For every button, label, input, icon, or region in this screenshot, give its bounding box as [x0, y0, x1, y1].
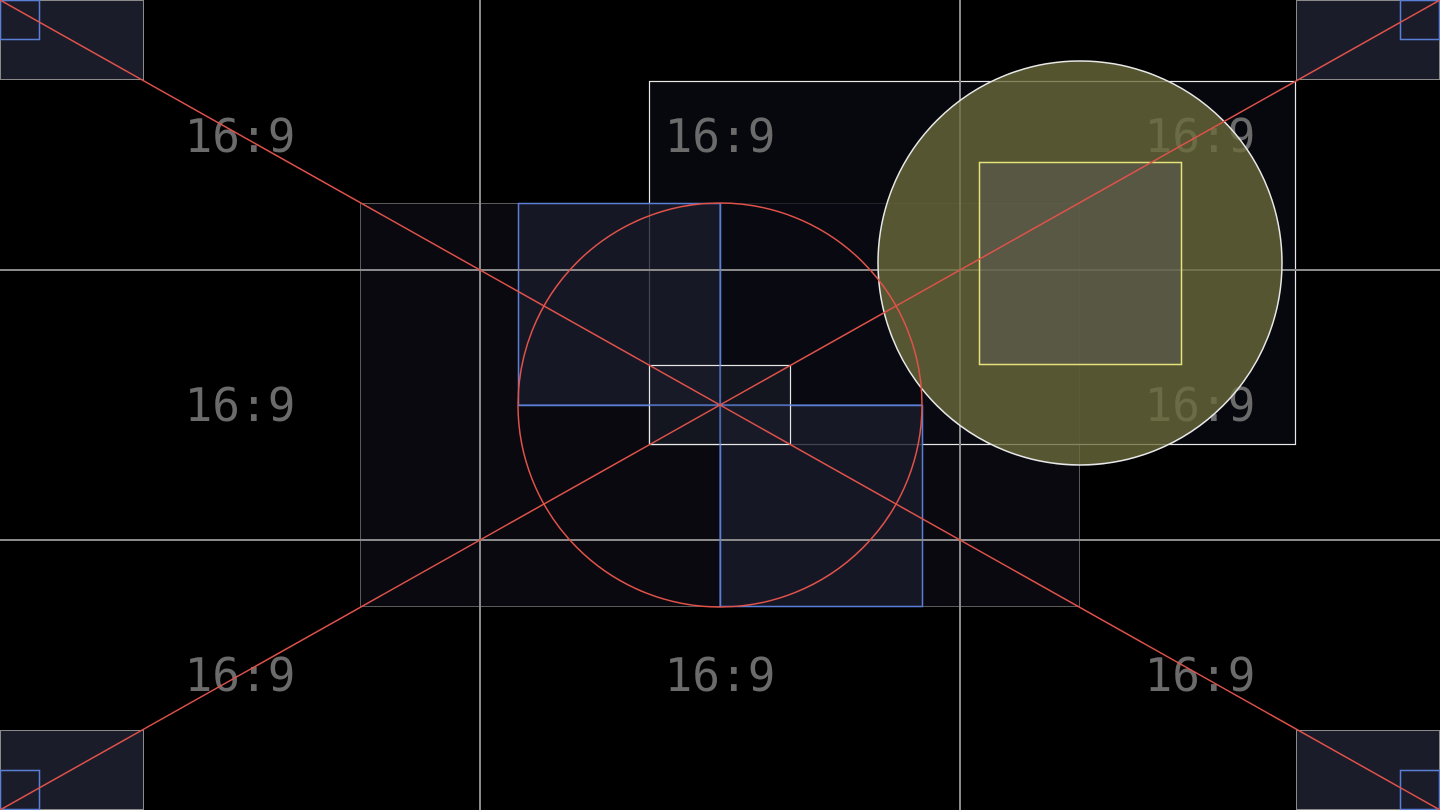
label-cell-8: 16:9	[665, 648, 776, 702]
label-cell-4: 16:9	[185, 378, 296, 432]
yellow-square	[978, 161, 1183, 366]
label-cell-1: 16:9	[185, 109, 296, 163]
red-circle	[517, 202, 923, 608]
label-cell-2: 16:9	[665, 109, 776, 163]
corner-square-top-left	[0, 0, 41, 41]
